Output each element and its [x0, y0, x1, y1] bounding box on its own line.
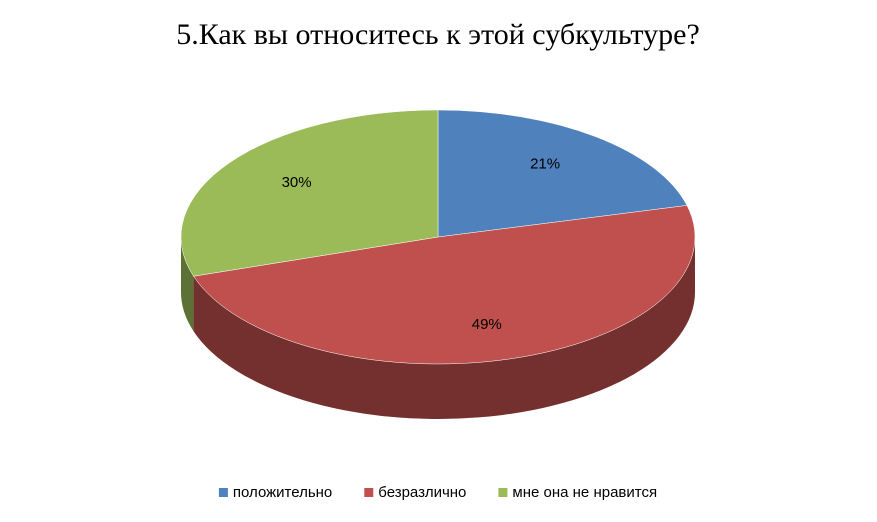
slice-side — [193, 237, 695, 419]
slice — [193, 205, 696, 365]
data-label: 30% — [282, 174, 312, 191]
legend-label: мне она не нравится — [512, 484, 657, 501]
slice-side-shade — [193, 237, 695, 419]
chart-title: 5.Как вы относитесь к этой субкультуре? — [176, 18, 700, 51]
legend-label: положительно — [233, 484, 332, 501]
legend-swatch — [498, 488, 508, 497]
slice — [437, 109, 688, 238]
slice-side-shade — [181, 237, 194, 332]
legend-swatch — [218, 488, 228, 497]
data-label: 49% — [472, 316, 502, 333]
slice — [180, 109, 439, 277]
data-label: 21% — [530, 156, 560, 173]
legend: положительно безразлично мне она не нравит… — [218, 484, 657, 501]
legend-label: безразлично — [378, 484, 466, 501]
slice-side — [181, 237, 194, 332]
legend-swatch — [364, 488, 374, 497]
